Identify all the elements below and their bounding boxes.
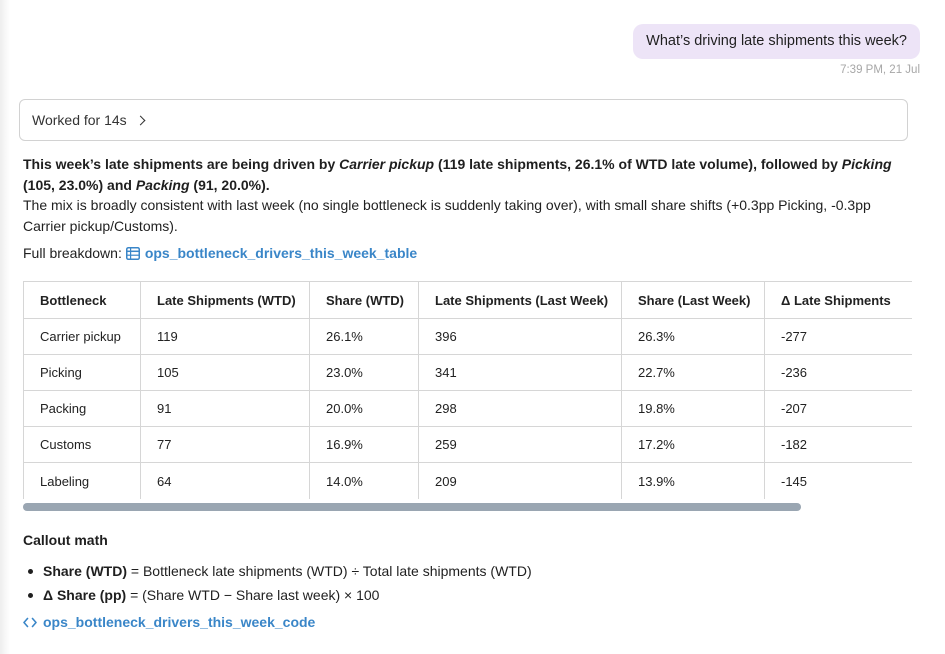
table-cell: 105 bbox=[140, 354, 310, 391]
table-cell: -207 bbox=[764, 390, 912, 427]
bullet-icon bbox=[28, 592, 33, 598]
assistant-answer: This week’s late shipments are being dri… bbox=[23, 154, 903, 236]
answer-detail: The mix is broadly consistent with last … bbox=[23, 197, 871, 234]
header-bottleneck: Bottleneck bbox=[23, 281, 141, 319]
table-cell: Labeling bbox=[23, 462, 141, 499]
bottleneck-table: Bottleneck Late Shipments (WTD) Share (W… bbox=[23, 281, 912, 499]
table-cell: 341 bbox=[418, 354, 622, 391]
bottleneck-table-container: Bottleneck Late Shipments (WTD) Share (W… bbox=[23, 281, 912, 499]
list-item: Δ Share (pp) = (Share WTD − Share last w… bbox=[28, 583, 532, 607]
table-cell: -145 bbox=[764, 462, 912, 499]
user-message-text: What’s driving late shipments this week? bbox=[646, 33, 907, 49]
bullet-icon bbox=[28, 568, 33, 574]
header-late-wtd: Late Shipments (WTD) bbox=[140, 281, 310, 319]
table-row: Picking 105 23.0% 341 22.7% -236 bbox=[23, 354, 912, 391]
callout-term: Δ Share (pp) bbox=[43, 587, 127, 603]
summary-item-packing-detail: (91, 20.0%). bbox=[189, 176, 270, 193]
table-cell: Picking bbox=[23, 354, 141, 391]
worked-for-label: Worked for 14s bbox=[32, 112, 127, 128]
table-cell: 209 bbox=[418, 462, 622, 499]
table-cell: 298 bbox=[418, 390, 622, 427]
table-cell: 259 bbox=[418, 426, 622, 463]
full-breakdown: Full breakdown: ops_bottleneck_drivers_t… bbox=[23, 245, 417, 261]
header-late-last-week: Late Shipments (Last Week) bbox=[418, 281, 622, 319]
table-cell: -277 bbox=[764, 318, 912, 355]
summary-prefix: This week’s late shipments are being dri… bbox=[23, 156, 340, 172]
table-cell: Packing bbox=[23, 390, 141, 427]
table-cell: 17.2% bbox=[621, 426, 765, 463]
table-cell: 22.7% bbox=[621, 354, 765, 391]
table-cell: 26.3% bbox=[621, 318, 765, 355]
summary-item-packing: Packing bbox=[135, 176, 190, 193]
summary-item-picking-detail: (105, 23.0%) and bbox=[23, 176, 136, 193]
header-share-wtd: Share (WTD) bbox=[309, 281, 419, 319]
table-cell: 14.0% bbox=[309, 462, 419, 499]
code-icon bbox=[23, 617, 37, 627]
table-header-row: Bottleneck Late Shipments (WTD) Share (W… bbox=[23, 281, 912, 319]
list-item: Share (WTD) = Bottleneck late shipments … bbox=[28, 559, 532, 583]
table-link[interactable]: ops_bottleneck_drivers_this_week_table bbox=[144, 245, 418, 261]
full-breakdown-label: Full breakdown: bbox=[23, 245, 122, 261]
callout-title: Callout math bbox=[23, 532, 108, 548]
table-cell: Customs bbox=[23, 426, 141, 463]
chevron-right-icon bbox=[135, 115, 146, 125]
table-cell: 119 bbox=[140, 318, 310, 355]
code-link-row: ops_bottleneck_drivers_this_week_code bbox=[23, 614, 315, 630]
message-timestamp: 7:39 PM, 21 Jul bbox=[840, 64, 920, 76]
table-cell: 26.1% bbox=[309, 318, 419, 355]
table-cell: 23.0% bbox=[309, 354, 419, 391]
table-cell: 64 bbox=[140, 462, 310, 499]
summary-item-carrier-pickup-detail: (119 late shipments, 26.1% of WTD late v… bbox=[434, 156, 842, 172]
table-cell: Carrier pickup bbox=[23, 318, 141, 355]
table-row: Packing 91 20.0% 298 19.8% -207 bbox=[23, 390, 912, 427]
code-link[interactable]: ops_bottleneck_drivers_this_week_code bbox=[43, 614, 316, 630]
header-delta-late: Δ Late Shipments bbox=[764, 281, 912, 319]
callout-term: Share (WTD) bbox=[43, 563, 127, 579]
table-cell: 77 bbox=[140, 426, 310, 463]
table-row: Customs 77 16.9% 259 17.2% -182 bbox=[23, 426, 912, 463]
table-cell: 16.9% bbox=[309, 426, 419, 463]
summary-item-carrier-pickup: Carrier pickup bbox=[339, 156, 435, 172]
summary-item-picking: Picking bbox=[841, 156, 892, 172]
panel-edge bbox=[0, 0, 10, 654]
table-cell: 396 bbox=[418, 318, 622, 355]
table-horizontal-scrollbar[interactable] bbox=[23, 503, 801, 511]
table-cell: 20.0% bbox=[309, 390, 419, 427]
table-cell: 13.9% bbox=[621, 462, 765, 499]
header-share-last-week: Share (Last Week) bbox=[621, 281, 765, 319]
callout-list: Share (WTD) = Bottleneck late shipments … bbox=[28, 559, 532, 607]
callout-definition: = (Share WTD − Share last week) × 100 bbox=[126, 587, 380, 603]
worked-for-toggle[interactable]: Worked for 14s bbox=[19, 99, 908, 141]
callout-definition: = Bottleneck late shipments (WTD) ÷ Tota… bbox=[127, 563, 532, 579]
table-icon bbox=[125, 246, 140, 260]
answer-summary: This week’s late shipments are being dri… bbox=[23, 154, 903, 195]
table-row: Carrier pickup 119 26.1% 396 26.3% -277 bbox=[23, 318, 912, 355]
table-cell: -236 bbox=[764, 354, 912, 391]
table-cell: 19.8% bbox=[621, 390, 765, 427]
user-message-bubble: What’s driving late shipments this week? bbox=[633, 24, 920, 59]
table-cell: 91 bbox=[140, 390, 310, 427]
table-row: Labeling 64 14.0% 209 13.9% -145 bbox=[23, 462, 912, 499]
table-cell: -182 bbox=[764, 426, 912, 463]
